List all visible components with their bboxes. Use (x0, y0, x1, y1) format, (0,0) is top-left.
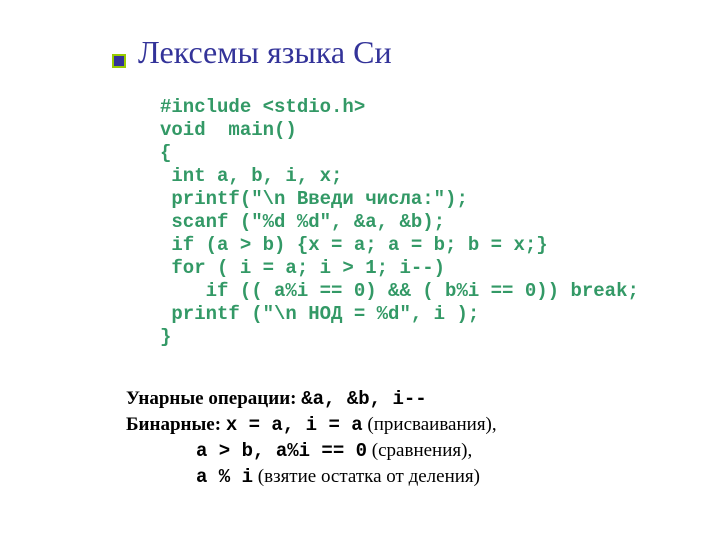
unary-label: Унарные операции: (126, 388, 301, 409)
code-line: scanf ("%d %d", &a, &b); (160, 211, 445, 233)
slide: Лексемы языка Си #include <stdio.h> void… (0, 0, 720, 540)
code-line: int a, b, i, x; (160, 165, 342, 187)
slide-title: Лексемы языка Си (138, 34, 392, 71)
code-line: printf ("\n НОД = %d", i ); (160, 303, 479, 325)
binary-code-2: a > b, a%i == 0 (196, 440, 367, 462)
binary-tail-3: (взятие остатка от деления) (253, 466, 480, 487)
code-line: if (a > b) {x = a; a = b; b = x;} (160, 234, 548, 256)
notes-line-unary: Унарные операции: &a, &b, i-- (126, 386, 497, 412)
code-block: #include <stdio.h> void main() { int a, … (160, 96, 639, 349)
notes-line-binary-1: Бинарные: x = a, i = a (присваивания), (126, 412, 497, 438)
code-line: void main() (160, 119, 297, 141)
title-bullet (112, 54, 126, 68)
code-line: if (( a%i == 0) && ( b%i == 0)) break; (160, 280, 639, 302)
code-line: } (160, 326, 171, 348)
binary-tail-2: (сравнения), (367, 440, 472, 461)
binary-code-3: a % i (196, 466, 253, 488)
notes-line-binary-2: a > b, a%i == 0 (сравнения), (126, 438, 497, 464)
unary-code: &a, &b, i-- (301, 388, 426, 410)
notes-line-binary-3: a % i (взятие остатка от деления) (126, 464, 497, 490)
code-line: printf("\n Введи числа:"); (160, 188, 468, 210)
binary-code-1: x = a, i = a (226, 414, 363, 436)
code-line: { (160, 142, 171, 164)
binary-label: Бинарные: (126, 414, 226, 435)
notes-block: Унарные операции: &a, &b, i-- Бинарные: … (126, 386, 497, 490)
code-line: for ( i = a; i > 1; i--) (160, 257, 445, 279)
code-line: #include <stdio.h> (160, 96, 365, 118)
binary-tail-1: (присваивания), (363, 414, 497, 435)
